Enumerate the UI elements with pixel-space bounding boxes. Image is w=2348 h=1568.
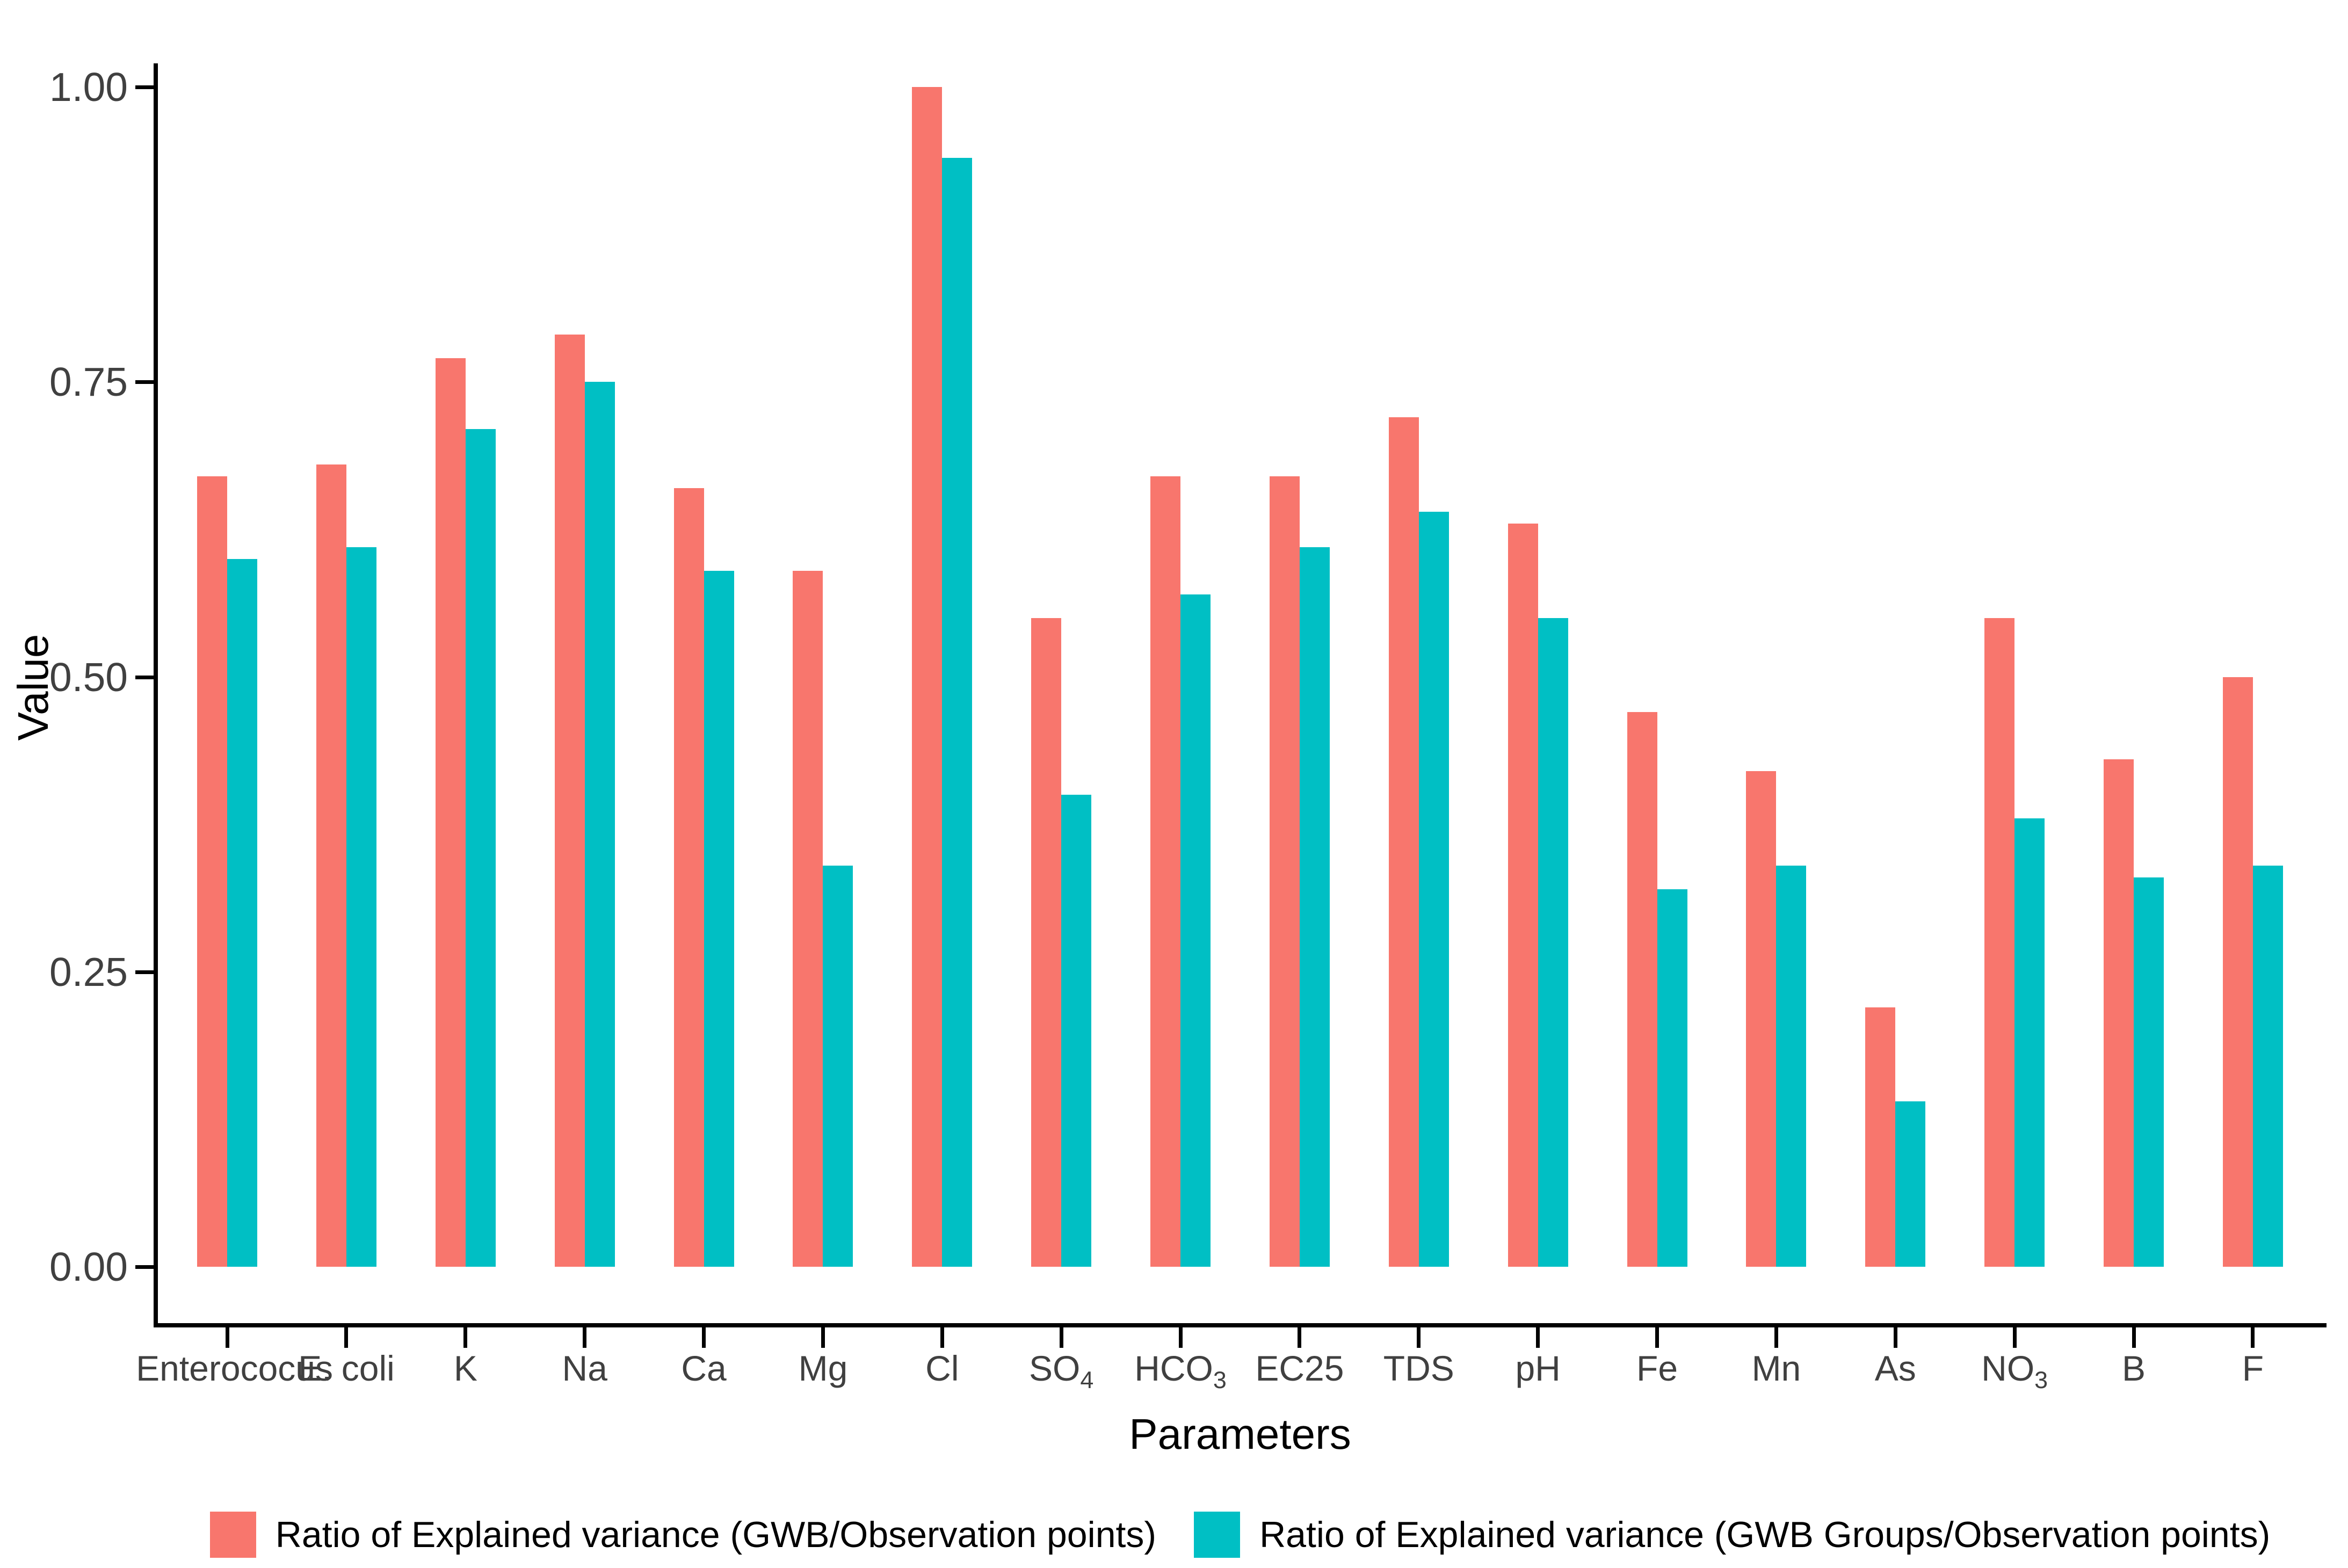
legend-item-gwb: Ratio of Explained variance (GWB/Observa… xyxy=(209,1512,1157,1558)
legend: Ratio of Explained variance (GWB/Observa… xyxy=(156,1508,2324,1562)
bar-gwb-SO4 xyxy=(1031,618,1062,1267)
bar-gwb-E. coli xyxy=(316,464,346,1267)
bar-gwb-groups-Na xyxy=(584,382,615,1267)
x-tick-label-EC25: EC25 xyxy=(1255,1348,1344,1388)
x-tick-mark-Cl xyxy=(940,1327,944,1348)
bar-gwb-groups-B xyxy=(2134,877,2164,1267)
bar-gwb-As xyxy=(1865,1007,1896,1267)
y-tick-mark-0.50 xyxy=(135,675,156,679)
x-tick-mark-pH xyxy=(1536,1327,1540,1348)
x-tick-mark-TDS xyxy=(1417,1327,1421,1348)
bar-gwb-Ca xyxy=(673,488,704,1267)
y-tick-label-0.25: 0.25 xyxy=(49,949,128,994)
x-tick-mark-Na xyxy=(583,1327,587,1348)
x-tick-mark-B xyxy=(2132,1327,2136,1348)
y-tick-mark-0.75 xyxy=(135,380,156,384)
bar-gwb-groups-E. coli xyxy=(346,547,376,1267)
x-tick-mark-HCO3 xyxy=(1178,1327,1183,1348)
x-tick-label-E. coli: E. coli xyxy=(298,1348,395,1388)
bar-gwb-groups-Mn xyxy=(1776,866,1807,1267)
x-tick-label-Ca: Ca xyxy=(681,1348,727,1388)
x-tick-mark-SO4 xyxy=(1059,1327,1063,1348)
y-tick-label-1.00: 1.00 xyxy=(49,64,128,110)
bar-gwb-groups-K xyxy=(465,429,496,1267)
x-tick-mark-Mn xyxy=(1774,1327,1778,1348)
bar-gwb-pH xyxy=(1508,523,1538,1267)
x-tick-label-Mn: Mn xyxy=(1751,1348,1801,1388)
x-tick-label-pH: pH xyxy=(1515,1348,1561,1388)
bar-gwb-groups-SO4 xyxy=(1061,795,1092,1267)
x-tick-mark-Enterococus xyxy=(225,1327,229,1348)
bar-gwb-K xyxy=(435,358,466,1267)
x-tick-mark-Mg xyxy=(821,1327,825,1348)
x-axis-line xyxy=(154,1323,2327,1327)
y-tick-mark-0.00 xyxy=(135,1265,156,1269)
x-tick-mark-NO3 xyxy=(2012,1327,2017,1348)
bar-gwb-groups-Ca xyxy=(704,570,734,1267)
bar-gwb-EC25 xyxy=(1269,476,1300,1267)
bar-gwb-Mg xyxy=(793,570,823,1267)
bar-gwb-groups-Enterococus xyxy=(227,558,258,1267)
y-tick-label-0.50: 0.50 xyxy=(49,654,128,700)
x-tick-label-F: F xyxy=(2242,1348,2264,1388)
bar-gwb-groups-NO3 xyxy=(2014,818,2045,1267)
x-tick-label-HCO3: HCO3 xyxy=(1134,1348,1227,1394)
y-tick-mark-0.25 xyxy=(135,970,156,974)
bar-gwb-TDS xyxy=(1388,417,1419,1267)
x-tick-label-B: B xyxy=(2121,1348,2146,1388)
x-tick-label-Fe: Fe xyxy=(1636,1348,1678,1388)
bar-gwb-F xyxy=(2222,677,2253,1267)
bar-gwb-groups-F xyxy=(2252,866,2283,1267)
bar-gwb-NO3 xyxy=(1984,618,2015,1267)
legend-swatch-gwb xyxy=(209,1512,256,1558)
x-tick-label-NO3: NO3 xyxy=(1981,1348,2048,1394)
legend-label-gwb: Ratio of Explained variance (GWB/Observa… xyxy=(275,1514,1157,1555)
x-tick-mark-Fe xyxy=(1655,1327,1659,1348)
bar-gwb-groups-EC25 xyxy=(1299,547,1330,1267)
x-tick-label-Enterococus: Enterococus xyxy=(136,1348,333,1388)
bar-gwb-groups-TDS xyxy=(1418,511,1449,1267)
bar-gwb-groups-Cl xyxy=(942,157,973,1267)
legend-swatch-gwb-groups xyxy=(1194,1512,1241,1558)
y-tick-label-0.75: 0.75 xyxy=(49,359,128,405)
x-tick-mark-EC25 xyxy=(1298,1327,1302,1348)
bar-gwb-groups-Fe xyxy=(1657,889,1687,1267)
bar-gwb-groups-HCO3 xyxy=(1180,594,1211,1267)
bar-gwb-B xyxy=(2104,759,2134,1267)
bar-gwb-Na xyxy=(554,335,585,1267)
y-tick-label-0.00: 0.00 xyxy=(49,1244,128,1289)
x-axis-title: Parameters xyxy=(1129,1410,1351,1458)
bar-gwb-groups-pH xyxy=(1538,618,1568,1267)
x-tick-label-K: K xyxy=(453,1348,477,1388)
x-tick-label-As: As xyxy=(1874,1348,1916,1388)
bar-gwb-groups-As xyxy=(1895,1101,1926,1267)
bar-gwb-groups-Mg xyxy=(823,866,853,1267)
x-tick-label-Cl: Cl xyxy=(925,1348,959,1388)
x-tick-label-Mg: Mg xyxy=(798,1348,848,1388)
bar-gwb-HCO3 xyxy=(1150,476,1181,1267)
x-tick-label-SO4: SO4 xyxy=(1029,1348,1094,1394)
legend-item-gwb-groups: Ratio of Explained variance (GWB Groups/… xyxy=(1194,1512,2270,1558)
x-tick-mark-As xyxy=(1893,1327,1897,1348)
x-tick-mark-Ca xyxy=(702,1327,706,1348)
x-tick-label-Na: Na xyxy=(562,1348,607,1388)
bar-gwb-Fe xyxy=(1627,712,1657,1267)
y-axis-line xyxy=(154,63,158,1327)
x-tick-mark-K xyxy=(463,1327,468,1348)
bar-gwb-Mn xyxy=(1746,771,1777,1267)
bar-gwb-Enterococus xyxy=(197,476,228,1267)
bar-gwb-Cl xyxy=(912,87,943,1267)
x-tick-label-TDS: TDS xyxy=(1383,1348,1454,1388)
x-tick-mark-E. coli xyxy=(344,1327,349,1348)
legend-label-gwb-groups: Ratio of Explained variance (GWB Groups/… xyxy=(1259,1514,2271,1555)
y-tick-mark-1.00 xyxy=(135,85,156,89)
x-tick-mark-F xyxy=(2251,1327,2255,1348)
